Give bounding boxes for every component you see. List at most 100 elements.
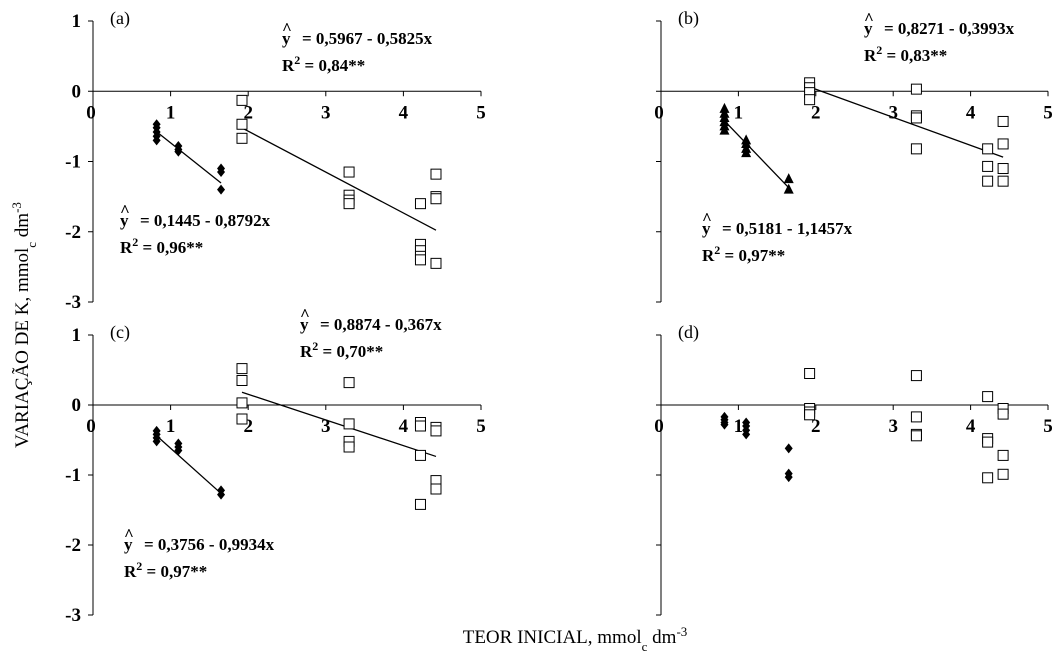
regression-line <box>723 120 790 189</box>
data-point-triangle <box>783 173 794 184</box>
y-tick-label: 1 <box>72 325 82 346</box>
data-point-square <box>910 83 922 95</box>
x-tick-label: 3 <box>888 102 898 123</box>
data-point-diamond <box>152 436 161 447</box>
r-squared-exponent: 2 <box>132 235 138 249</box>
data-point-square <box>236 94 248 106</box>
x-tick-label: 1 <box>166 416 176 437</box>
data-point-square <box>982 391 994 403</box>
panel-label: (a) <box>110 8 130 29</box>
equation-yhat: y <box>120 211 129 230</box>
panel-label: (b) <box>678 8 699 29</box>
data-point-square <box>236 363 248 375</box>
data-point-diamond <box>217 167 226 178</box>
r-squared: R2 = 0,97** <box>702 243 785 265</box>
r-squared-value: = 0,84** <box>300 56 365 75</box>
r-squared: R2 = 0,70** <box>300 339 383 361</box>
x-tick-label: 2 <box>811 102 821 123</box>
data-point-square <box>910 411 922 423</box>
r-squared: R2 = 0,97** <box>124 559 207 581</box>
equation-yhat: y <box>124 535 133 554</box>
data-point-square <box>343 166 355 178</box>
x-tick-label: 0 <box>86 102 96 123</box>
data-point-square <box>343 377 355 389</box>
data-point-square <box>910 370 922 382</box>
r-squared-value: = 0,96** <box>138 238 203 257</box>
data-point-square <box>982 175 994 187</box>
y-axis-label: VARIAÇÃO DE K, mmolc dm-3 <box>9 202 39 448</box>
regression-equation: = 0,5967 - 0,5825x <box>302 29 433 48</box>
x-tick-label: 1 <box>734 416 744 437</box>
panel-c: 10-1-2-30 1 2 3 4 5(c)^y = 0,3756 - 0,9934xR2 … <box>65 305 486 626</box>
x-tick-label: 3 <box>888 416 898 437</box>
x-tick-label: 2 <box>811 416 821 437</box>
data-point-diamond <box>174 146 183 157</box>
panel-label: (c) <box>110 322 130 343</box>
regression-line <box>241 391 437 458</box>
data-point-diamond <box>784 472 793 483</box>
data-point-square <box>430 257 442 269</box>
x-tick-label: 5 <box>476 102 486 123</box>
y-axis-label-subscript: c <box>24 242 39 248</box>
x-tick-label: 2 <box>243 416 253 437</box>
data-point-diamond <box>720 419 729 430</box>
r-squared-value: = 0,70** <box>318 342 383 361</box>
data-point-square <box>910 143 922 155</box>
data-point-square <box>997 163 1009 175</box>
equation-yhat-hat: ^ <box>702 209 712 228</box>
r-squared-value: = 0,83** <box>882 46 947 65</box>
data-point-square <box>804 368 816 379</box>
data-point-square <box>982 143 994 155</box>
r-squared-symbol: R <box>864 46 877 65</box>
equation-yhat-hat: ^ <box>300 305 310 324</box>
data-point-square <box>414 449 426 461</box>
panel-a: 10-1-2-30 1 2 3 4 5(a)^y = 0,1445 - 0,8792xR2 … <box>65 8 486 313</box>
x-axis-label-subscript: c <box>642 639 648 651</box>
data-point-square <box>414 254 426 266</box>
y-tick-label: -2 <box>65 222 81 243</box>
x-tick-label: 4 <box>966 416 976 437</box>
data-point-square <box>414 498 426 510</box>
r-squared-exponent: 2 <box>294 53 300 67</box>
data-point-square <box>343 198 355 210</box>
data-point-square <box>430 483 442 495</box>
r-squared-exponent: 2 <box>312 339 318 353</box>
y-tick-label: -3 <box>65 292 81 313</box>
y-tick-label: 1 <box>72 11 82 32</box>
data-point-square <box>997 468 1009 480</box>
data-point-diamond <box>152 135 161 146</box>
r-squared-symbol: R <box>282 56 295 75</box>
r-squared-symbol: R <box>702 246 715 265</box>
x-tick-label: 0 <box>654 416 664 437</box>
x-tick-label: 3 <box>321 102 331 123</box>
r-squared: R2 = 0,84** <box>282 53 365 75</box>
y-tick-label: -1 <box>65 152 81 173</box>
equation-yhat: y <box>282 29 291 48</box>
equation-yhat-hat: ^ <box>282 19 292 38</box>
regression-equation: = 0,8271 - 0,3993x <box>884 19 1015 38</box>
x-axis-label: TEOR INICIAL, mmolc dm-3 <box>463 624 688 651</box>
data-point-diamond <box>784 443 793 454</box>
x-tick-label: 5 <box>476 416 486 437</box>
x-tick-label: 3 <box>321 416 331 437</box>
data-point-square <box>997 408 1009 420</box>
y-axis-label-exponent: -3 <box>9 202 24 213</box>
data-point-square <box>982 472 994 484</box>
regression-equation: = 0,1445 - 0,8792x <box>140 211 271 230</box>
x-tick-label: 0 <box>654 102 664 123</box>
data-point-square <box>997 138 1009 150</box>
data-point-diamond <box>217 184 226 195</box>
equation-yhat: y <box>864 19 873 38</box>
r-squared-symbol: R <box>120 238 133 257</box>
data-point-diamond <box>742 429 751 440</box>
panel-label: (d) <box>678 322 699 343</box>
r-squared-symbol: R <box>300 342 313 361</box>
equation-yhat: y <box>702 219 711 238</box>
equation-yhat-hat: ^ <box>864 9 874 28</box>
x-axis-label-unit: dm <box>647 627 676 648</box>
data-point-triangle <box>719 124 730 135</box>
x-axis-label-exponent: -3 <box>676 624 687 639</box>
regression-equation: = 0,8874 - 0,367x <box>320 315 442 334</box>
data-point-square <box>430 425 442 437</box>
